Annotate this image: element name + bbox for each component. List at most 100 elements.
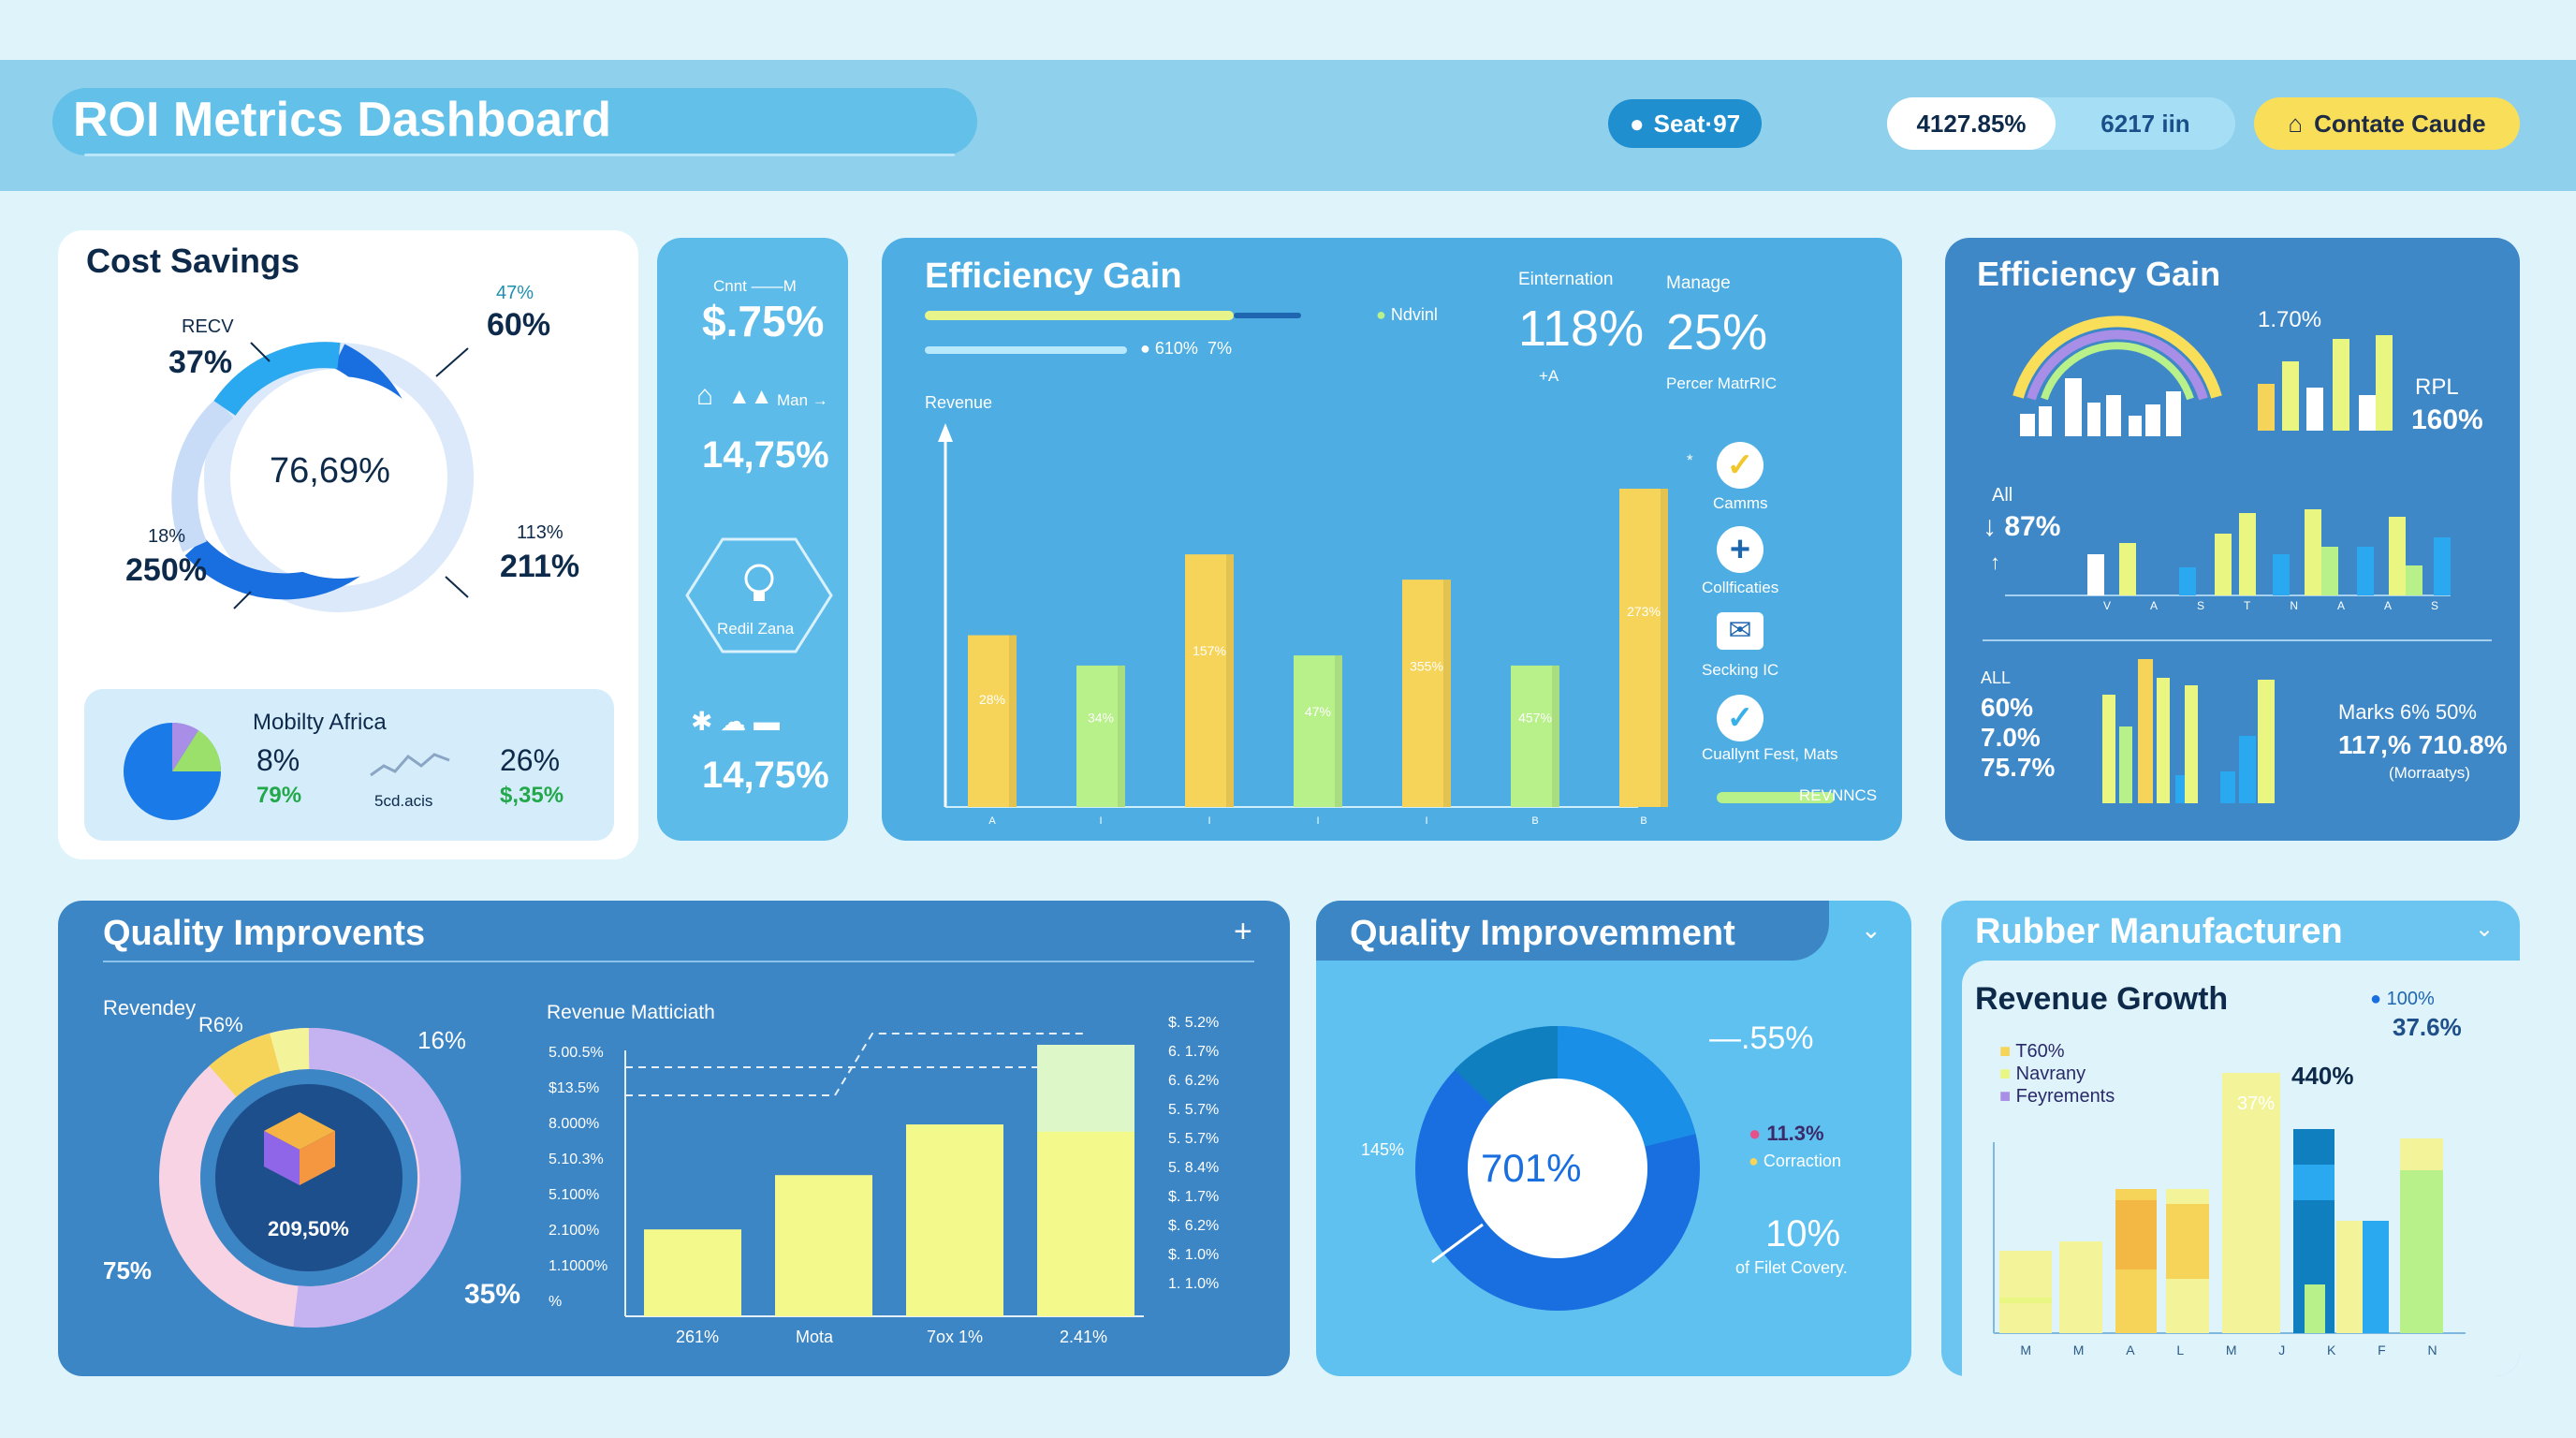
kpi-2-value: 25% bbox=[1666, 304, 1768, 360]
apple-icon: ● bbox=[1629, 109, 1645, 138]
quality-left-card: Quality Improvents + Revendey R6% 16% 20… bbox=[58, 901, 1290, 1376]
eff-x-tick-4: I bbox=[1425, 815, 1427, 827]
mail-icon: ✉ bbox=[1717, 612, 1764, 650]
efficiency-bar-chart: 28% A 34% I 157% I 47% I 355% I 457% B 273% B bbox=[938, 423, 1668, 827]
legend-2: ● 610% bbox=[1140, 339, 1198, 358]
mobility-v1: 8% bbox=[256, 743, 300, 777]
footer-legend: REVNNCS bbox=[1799, 786, 1878, 804]
efficiency-main-title: Efficiency Gain bbox=[925, 257, 1182, 296]
left-value-0: 60% bbox=[1981, 693, 2034, 722]
label-60: 60% bbox=[487, 307, 551, 343]
quality-left-donut bbox=[159, 1027, 461, 1328]
label-47: 47% bbox=[496, 283, 534, 303]
all-value: ↓ 87% bbox=[1983, 511, 2061, 542]
mobility-v1-sub: 79% bbox=[256, 783, 302, 808]
donut-revendey: Revendey bbox=[103, 996, 197, 1020]
rubber-legend-1: ■ Navrany bbox=[1999, 1064, 2086, 1084]
rubber-legend-right-1: ● 100% bbox=[2370, 989, 2435, 1009]
eff-bar-shade-0 bbox=[1009, 635, 1017, 807]
side-item-0: Camms bbox=[1713, 494, 1768, 512]
cost-savings-center: 76,69% bbox=[270, 451, 390, 491]
eff-bar-3 bbox=[1294, 655, 1342, 807]
donut-r6: R6% bbox=[198, 1013, 243, 1036]
quality-bar-chart bbox=[624, 1033, 1144, 1317]
q-x-label-3: 2.41% bbox=[1060, 1328, 1108, 1346]
mobility-pie bbox=[124, 722, 222, 820]
footer-legend-bar bbox=[1717, 792, 1835, 803]
check-icon-2: ✓ bbox=[1717, 695, 1764, 741]
right-ticks: $. 5.2% 6. 1.7% 6. 6.2% 5. 5.7% 5. 5.7% … bbox=[1168, 1015, 1220, 1292]
asterisk-icon: * bbox=[1687, 451, 1693, 469]
mobility-v2: 26% bbox=[500, 743, 561, 777]
eff-bar-shade-4 bbox=[1443, 580, 1451, 807]
eff-bar-6 bbox=[1619, 489, 1668, 807]
quality-mid-bottom: 10% bbox=[1765, 1213, 1841, 1255]
quality-mid-left: 145% bbox=[1361, 1140, 1405, 1159]
rubber-subtitle: Revenue Growth bbox=[1975, 981, 2229, 1017]
quality-bar-1 bbox=[775, 1175, 872, 1316]
rubber-440: 440% bbox=[2291, 1062, 2354, 1090]
chevron-down-icon[interactable]: ⌄ bbox=[1861, 916, 1881, 944]
donut-75: 75% bbox=[103, 1256, 153, 1284]
side-item-2: Secking IC bbox=[1702, 661, 1779, 679]
quality-mid-card: Quality Improvemment ⌄ 701% —.55% 145% ●… bbox=[1316, 901, 1911, 1376]
side-value-1: $.75% bbox=[702, 297, 825, 345]
quality-mid-center: 701% bbox=[1481, 1146, 1582, 1190]
contact-button[interactable]: ⌂ Contate Caude bbox=[2254, 97, 2520, 150]
kpi-2-label: Manage bbox=[1666, 273, 1731, 293]
quality-bar-top-3 bbox=[1037, 1045, 1134, 1132]
eff-x-tick-0: A bbox=[988, 815, 996, 827]
efficiency-right-title: Efficiency Gain bbox=[1977, 255, 2221, 293]
donut-center: 209,50% bbox=[268, 1217, 349, 1240]
label-211: 211% bbox=[500, 549, 580, 584]
efficiency-right-charts bbox=[1983, 315, 2492, 803]
quality-mid-top: —.55% bbox=[1709, 1020, 1814, 1056]
eff-bar-2 bbox=[1185, 554, 1234, 807]
spark-label: 5cd.acis bbox=[374, 792, 433, 810]
label-113: 113% bbox=[517, 522, 564, 543]
eff-bar-1 bbox=[1076, 665, 1125, 807]
rubber-chevron-icon[interactable]: ⌄ bbox=[2475, 917, 2495, 942]
eff-x-tick-3: I bbox=[1316, 815, 1319, 827]
eff-bar-shade-1 bbox=[1118, 665, 1125, 807]
eff-bar-shade-3 bbox=[1335, 655, 1342, 807]
side-item-3: Cuallynt Fest, Mats bbox=[1702, 745, 1838, 763]
side-value-2: 14,75% bbox=[702, 434, 829, 476]
side-top-small: Cnnt ——M bbox=[713, 277, 797, 295]
cost-savings-title: Cost Savings bbox=[86, 242, 300, 280]
seat-badge[interactable]: ● Seat·97 bbox=[1608, 99, 1762, 148]
axis-label-revenue: Revenue bbox=[925, 393, 993, 412]
quality-mid-header bbox=[1316, 901, 1829, 961]
right-line-3: (Morraatys) bbox=[2389, 764, 2470, 782]
quality-left-divider bbox=[103, 961, 1254, 962]
rubber-bar-chart bbox=[1993, 1073, 2466, 1334]
eff-x-tick-2: I bbox=[1208, 815, 1210, 827]
label-18: 18% bbox=[148, 526, 186, 547]
right-top-pct: 1.70% bbox=[2258, 307, 2322, 332]
quality-bar-0 bbox=[644, 1229, 741, 1316]
quality-mid-bottom-sub: of Filet Covery. bbox=[1735, 1258, 1848, 1277]
quality-mid-donut bbox=[1415, 1025, 1700, 1311]
quality-mid-legend-2: ● Corraction bbox=[1749, 1152, 1841, 1170]
donut-16: 16% bbox=[417, 1026, 467, 1054]
mobility-title: Mobilty Africa bbox=[253, 710, 387, 735]
rubber-bar-tag: 37% bbox=[2237, 1093, 2276, 1114]
right-line-1: Marks 6% 50% bbox=[2338, 700, 2477, 724]
eff-bar-shade-2 bbox=[1226, 554, 1234, 807]
rpl-label: RPL bbox=[2415, 374, 2459, 400]
efficiency-right-card: Efficiency Gain bbox=[1945, 238, 2520, 841]
home-icon: ⌂ bbox=[2288, 109, 2304, 138]
side-mid-small: Man → bbox=[777, 391, 828, 409]
q-x-label-0: 261% bbox=[676, 1328, 720, 1346]
eff-bar-label-5: 457% bbox=[1518, 710, 1552, 725]
eff-bar-shade-5 bbox=[1552, 665, 1559, 807]
rubber-x-ticks: M M A L M J K F N bbox=[2020, 1343, 2437, 1357]
label-37: 37% bbox=[168, 345, 233, 380]
side-value-3: 14,75% bbox=[702, 755, 829, 796]
donut-35: 35% bbox=[464, 1279, 521, 1310]
sparkline-icon bbox=[370, 753, 450, 777]
eff-bar-4 bbox=[1402, 580, 1451, 807]
label-recv: RECV bbox=[182, 316, 234, 337]
title-pill bbox=[52, 88, 977, 155]
quality-left-plus-button[interactable]: + bbox=[1234, 914, 1252, 949]
